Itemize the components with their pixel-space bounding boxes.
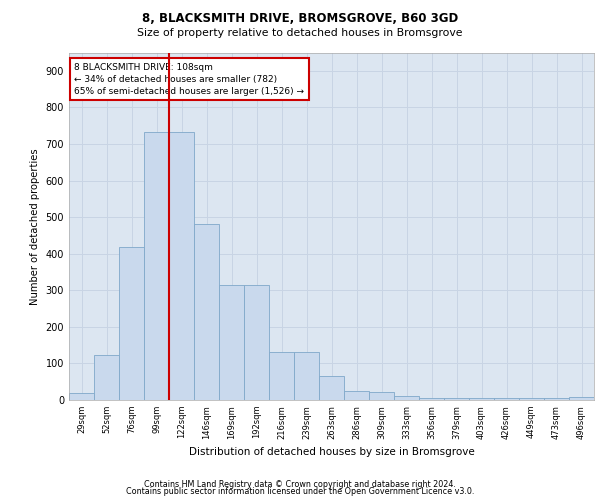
Bar [219, 285, 244, 400]
Bar [119, 247, 144, 400]
Bar [169, 132, 194, 400]
Bar [419, 398, 444, 400]
Bar [369, 392, 394, 400]
Bar [194, 224, 219, 400]
Bar [294, 352, 319, 400]
Bar [519, 398, 544, 400]
Bar [344, 391, 369, 400]
Text: Size of property relative to detached houses in Bromsgrove: Size of property relative to detached ho… [137, 28, 463, 38]
Text: 8 BLACKSMITH DRIVE: 108sqm
← 34% of detached houses are smaller (782)
65% of sem: 8 BLACKSMITH DRIVE: 108sqm ← 34% of deta… [74, 63, 304, 96]
Bar [544, 398, 569, 400]
Text: Contains public sector information licensed under the Open Government Licence v3: Contains public sector information licen… [126, 488, 474, 496]
Bar [444, 398, 469, 400]
Bar [144, 132, 169, 400]
Bar [394, 396, 419, 400]
Bar [319, 376, 344, 400]
Bar [244, 285, 269, 400]
Bar [94, 356, 119, 400]
X-axis label: Distribution of detached houses by size in Bromsgrove: Distribution of detached houses by size … [188, 447, 475, 457]
Bar [69, 394, 94, 400]
Bar [469, 398, 494, 400]
Bar [269, 352, 294, 400]
Y-axis label: Number of detached properties: Number of detached properties [30, 148, 40, 304]
Bar [494, 398, 519, 400]
Bar [569, 397, 594, 400]
Text: Contains HM Land Registry data © Crown copyright and database right 2024.: Contains HM Land Registry data © Crown c… [144, 480, 456, 489]
Text: 8, BLACKSMITH DRIVE, BROMSGROVE, B60 3GD: 8, BLACKSMITH DRIVE, BROMSGROVE, B60 3GD [142, 12, 458, 26]
